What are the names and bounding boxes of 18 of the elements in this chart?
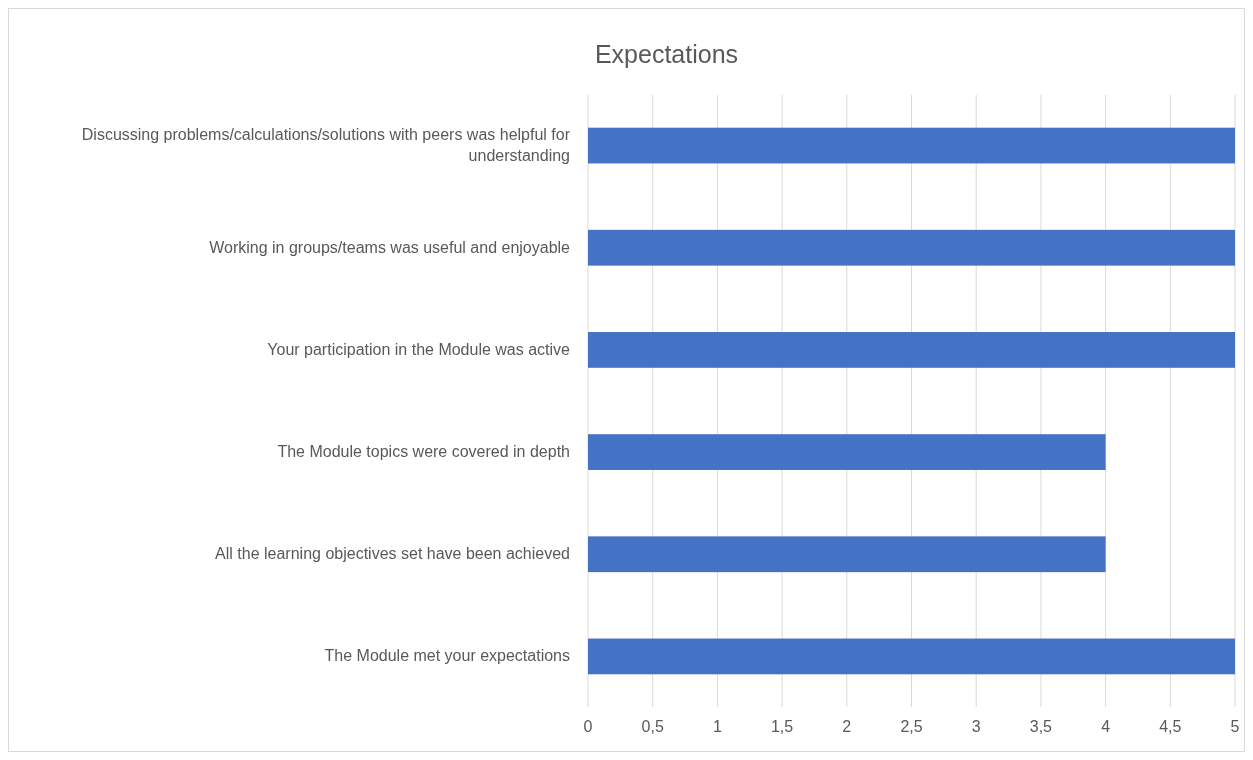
x-tick-label: 2,5 [900, 718, 923, 735]
y-tick-label: Your participation in the Module was active [267, 340, 571, 358]
x-tick-label: 4,5 [1159, 718, 1182, 735]
x-tick-label: 4 [1101, 718, 1111, 735]
chart-title: Expectations [594, 40, 739, 68]
x-tick-label: 0,5 [641, 718, 664, 735]
x-tick-label: 3 [971, 718, 981, 735]
x-tick-label: 5 [1230, 718, 1240, 735]
x-tick-label: 1,5 [770, 718, 794, 735]
y-tick-label: All the learning objectives set have been achieved [215, 545, 570, 563]
y-tick-label: The Module topics were covered in depth [277, 443, 570, 461]
x-tick-label: 0 [583, 718, 593, 735]
y-tick-label: Working in groups/teams was useful and enjoyable [209, 238, 571, 256]
y-tick-label: The Module met your expectations [324, 647, 570, 665]
y-tick-label: Discussing problems/calculations/solutions with peers was helpful for understanding [81, 126, 571, 165]
x-tick-label: 2 [842, 718, 852, 735]
x-tick-label: 3,5 [1029, 718, 1053, 735]
x-tick-label: 1 [712, 718, 722, 735]
